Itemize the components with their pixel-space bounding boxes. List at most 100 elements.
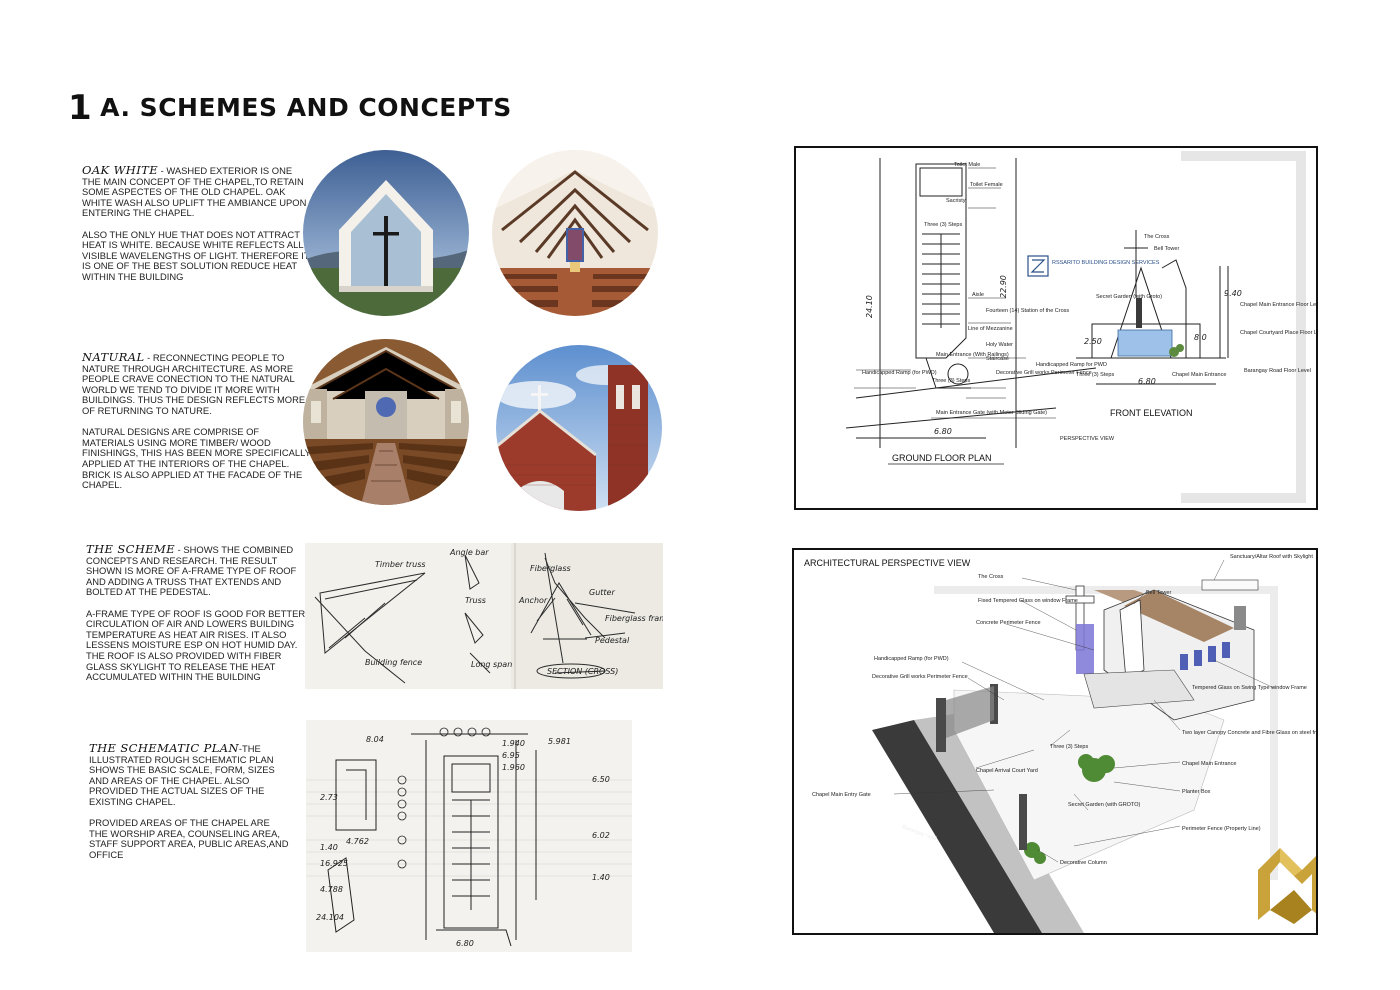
sketch-note: Angle bar — [449, 548, 489, 557]
perspective-label: Secret Garden (with GROTO) — [1068, 802, 1141, 808]
perspective-label: PERSPECTIVE VIEW — [1060, 436, 1115, 442]
perspective-label: Handicapped Ramp (for PWD) — [874, 656, 949, 662]
concept-heading: THE SCHEMATIC PLAN — [89, 741, 239, 755]
plan-label: Sacristy — [946, 198, 966, 204]
brand-logo-icon — [1258, 848, 1316, 924]
perspective-label: Planter Box — [1182, 789, 1211, 795]
perspective-drawing: ARCHITECTURAL PERSPECTIVE VIEW — [794, 550, 1316, 933]
perspective-label: Bell Tower — [1146, 590, 1171, 596]
concept-schematic-plan: THE SCHEMATIC PLAN-THE ILLUSTRATED ROUGH… — [89, 741, 289, 860]
plan-label: Decorative Grill works Perimeter Fence — [996, 370, 1092, 376]
perspective-label: Decorative Column — [1060, 860, 1107, 866]
concept-scheme: THE SCHEME - SHOWS THE COMBINED CONCEPTS… — [86, 542, 306, 683]
concept-lead: RECONNECTING PEOPLE TO NATURE THROUGH AR… — [82, 352, 306, 416]
perspective-label: Three (3) Steps — [1050, 744, 1088, 750]
sketch-note: Anchor — [518, 596, 548, 605]
plan-label: Main Entrance Gate (with Motor Sliding G… — [936, 410, 1047, 416]
page-title: 1 A. SCHEMES AND CONCEPTS — [68, 88, 512, 128]
dimension-label: 2.50 — [1084, 337, 1102, 346]
plan-label: Line of Mezzanine — [968, 326, 1013, 332]
dimension-label: 24.10 — [865, 295, 874, 318]
elevation-label: Chapel Main Entrance Floor Level — [1240, 302, 1316, 308]
section-title: A. SCHEMES AND CONCEPTS — [100, 93, 512, 122]
elevation-label: Bell Tower — [1154, 246, 1179, 252]
perspective-label: Chapel Main Entry Gate — [812, 792, 871, 798]
schematic-plan-image: 8.04 5.981 1.940 6.95 1.960 1.40 2.73 4.… — [306, 720, 632, 952]
sketch-dimension: 6.50 — [592, 775, 610, 784]
sketch-dimension: 1.40 — [592, 873, 610, 882]
photo-aframe-exterior — [303, 150, 469, 316]
elevation-label: Three (3) Steps — [1076, 372, 1114, 378]
plan-label: Three (3) Steps — [932, 378, 970, 384]
perspective-label: Chapel Main Entrance — [1182, 761, 1236, 767]
sketch-note: Truss — [465, 596, 486, 605]
scheme-sketch-image: Timber truss Angle bar Truss Building fe… — [305, 543, 663, 689]
concept-heading: OAK WHITE — [82, 163, 159, 177]
elevation-label: The Cross — [1144, 234, 1170, 240]
photo-brick-facade — [496, 345, 662, 511]
sketch-dimension: 16.925 — [320, 859, 348, 868]
concept-paragraph: NATURAL DESIGNS ARE COMPRISE OF MATERIAL… — [82, 426, 311, 491]
perspective-label: Sanctuary/Altar Roof with Skylight — [1230, 554, 1313, 560]
sketch-dimension: 5.981 — [548, 737, 571, 746]
perspective-label: Fixed Tempered Glass on window Frame — [978, 598, 1078, 604]
plan-label: Handicapped Ramp (for PWD) — [862, 370, 937, 376]
sketch-dimension: 2.73 — [320, 793, 338, 802]
concept-lead: WASHED EXTERIOR IS ONE THE MAIN CONCEPT … — [82, 165, 307, 219]
perspective-label: Perimeter Fence (Property Line) — [1182, 826, 1261, 832]
perspective-label: Decorative Grill works Perimeter Fence — [872, 674, 968, 680]
perspective-label: Chapel Arrival Court Yard — [976, 768, 1038, 774]
photo-timber-interior — [303, 339, 469, 505]
timber-interior-image — [303, 339, 469, 505]
brick-facade-image — [496, 345, 662, 511]
schematic-plan-sketch: 8.04 5.981 1.940 6.95 1.960 1.40 2.73 4.… — [306, 720, 632, 952]
sketch-note: Building fence — [365, 658, 422, 667]
plan-label: Three (3) Steps — [924, 222, 962, 228]
concept-oak-white: OAK WHITE - WASHED EXTERIOR IS ONE THE M… — [82, 163, 312, 293]
elevation-label: Chapel Courtyard Place Floor Level — [1240, 330, 1316, 336]
scheme-sketch: Timber truss Angle bar Truss Building fe… — [305, 543, 663, 689]
concept-heading: THE SCHEME — [86, 542, 176, 556]
plan-elevation-drawing: Toilet Male Toilet Female Sacristy Three… — [796, 148, 1316, 508]
sketch-note: Fiberglass — [530, 564, 571, 573]
concept-paragraph: ALSO THE ONLY HUE THAT DOES NOT ATTRACT … — [82, 228, 310, 282]
elevation-label: Chapel Main Entrance — [1172, 372, 1226, 378]
concept-heading: NATURAL — [82, 350, 145, 364]
concept-paragraph: PROVIDED AREAS OF THE CHAPEL ARE THE WOR… — [89, 817, 289, 860]
dimension-label: 22.90 — [999, 275, 1008, 298]
truss-interior-image — [492, 150, 658, 316]
ground-floor-plan-label: GROUND FLOOR PLAN — [892, 453, 992, 463]
sketch-dimension: 6.02 — [592, 831, 610, 840]
plan-label: Toilet Male — [954, 162, 980, 168]
elevation-label: Barangay Road Floor Level — [1244, 368, 1311, 374]
sketch-note: Fiberglass frame — [605, 614, 663, 623]
perspective-label: Concrete Perimeter Fence — [976, 620, 1041, 626]
dimension-label: 6.80 — [934, 427, 952, 436]
aframe-exterior-image — [303, 150, 469, 316]
sketch-note: SECTION (CROSS) — [547, 667, 618, 676]
elevation-label: Secret Garden (with Groto) — [1096, 294, 1162, 300]
perspective-panel: ARCHITECTURAL PERSPECTIVE VIEW — [792, 548, 1318, 935]
plan-elevation-panel: Toilet Male Toilet Female Sacristy Three… — [794, 146, 1318, 510]
sketch-note: Pedestal — [595, 636, 630, 645]
sketch-note: Gutter — [589, 588, 615, 597]
sketch-dimension: 1.40 — [320, 843, 338, 852]
sketch-note: Long span — [471, 660, 512, 669]
concept-natural: NATURAL - RECONNECTING PEOPLE TO NATURE … — [82, 350, 311, 491]
perspective-label: Two layer Canopy Concrete and Fibre Glas… — [1182, 730, 1316, 736]
sketch-dimension: 24.104 — [316, 913, 344, 922]
sketch-dimension: 6.95 — [502, 751, 520, 760]
sketch-note: Timber truss — [375, 560, 426, 569]
elevation-label: Handicapped Ramp for PWD — [1036, 362, 1107, 368]
sketch-dimension: 6.80 — [456, 939, 474, 948]
photo-truss-interior — [492, 150, 658, 316]
plan-label: Staircase — [986, 356, 1009, 362]
plan-label: Aisle — [972, 292, 984, 298]
perspective-label: Tempered Glass on Swing Type window Fram… — [1192, 685, 1307, 691]
concept-lead: THE ILLUSTRATED ROUGH SCHEMATIC PLAN SHO… — [89, 743, 275, 807]
section-number: 1 — [68, 88, 93, 128]
perspective-label: The Cross — [978, 574, 1004, 580]
concept-lead: SHOWS THE COMBINED CONCEPTS AND RESEARCH… — [86, 544, 297, 598]
dimension-label: 6.80 — [1138, 377, 1156, 386]
concept-paragraph: A-FRAME TYPE OF ROOF IS GOOD FOR BETTER … — [86, 607, 306, 683]
